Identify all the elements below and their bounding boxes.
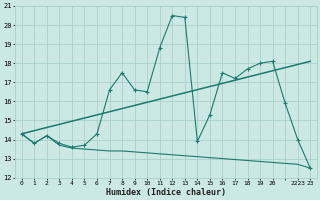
X-axis label: Humidex (Indice chaleur): Humidex (Indice chaleur) bbox=[106, 188, 226, 197]
